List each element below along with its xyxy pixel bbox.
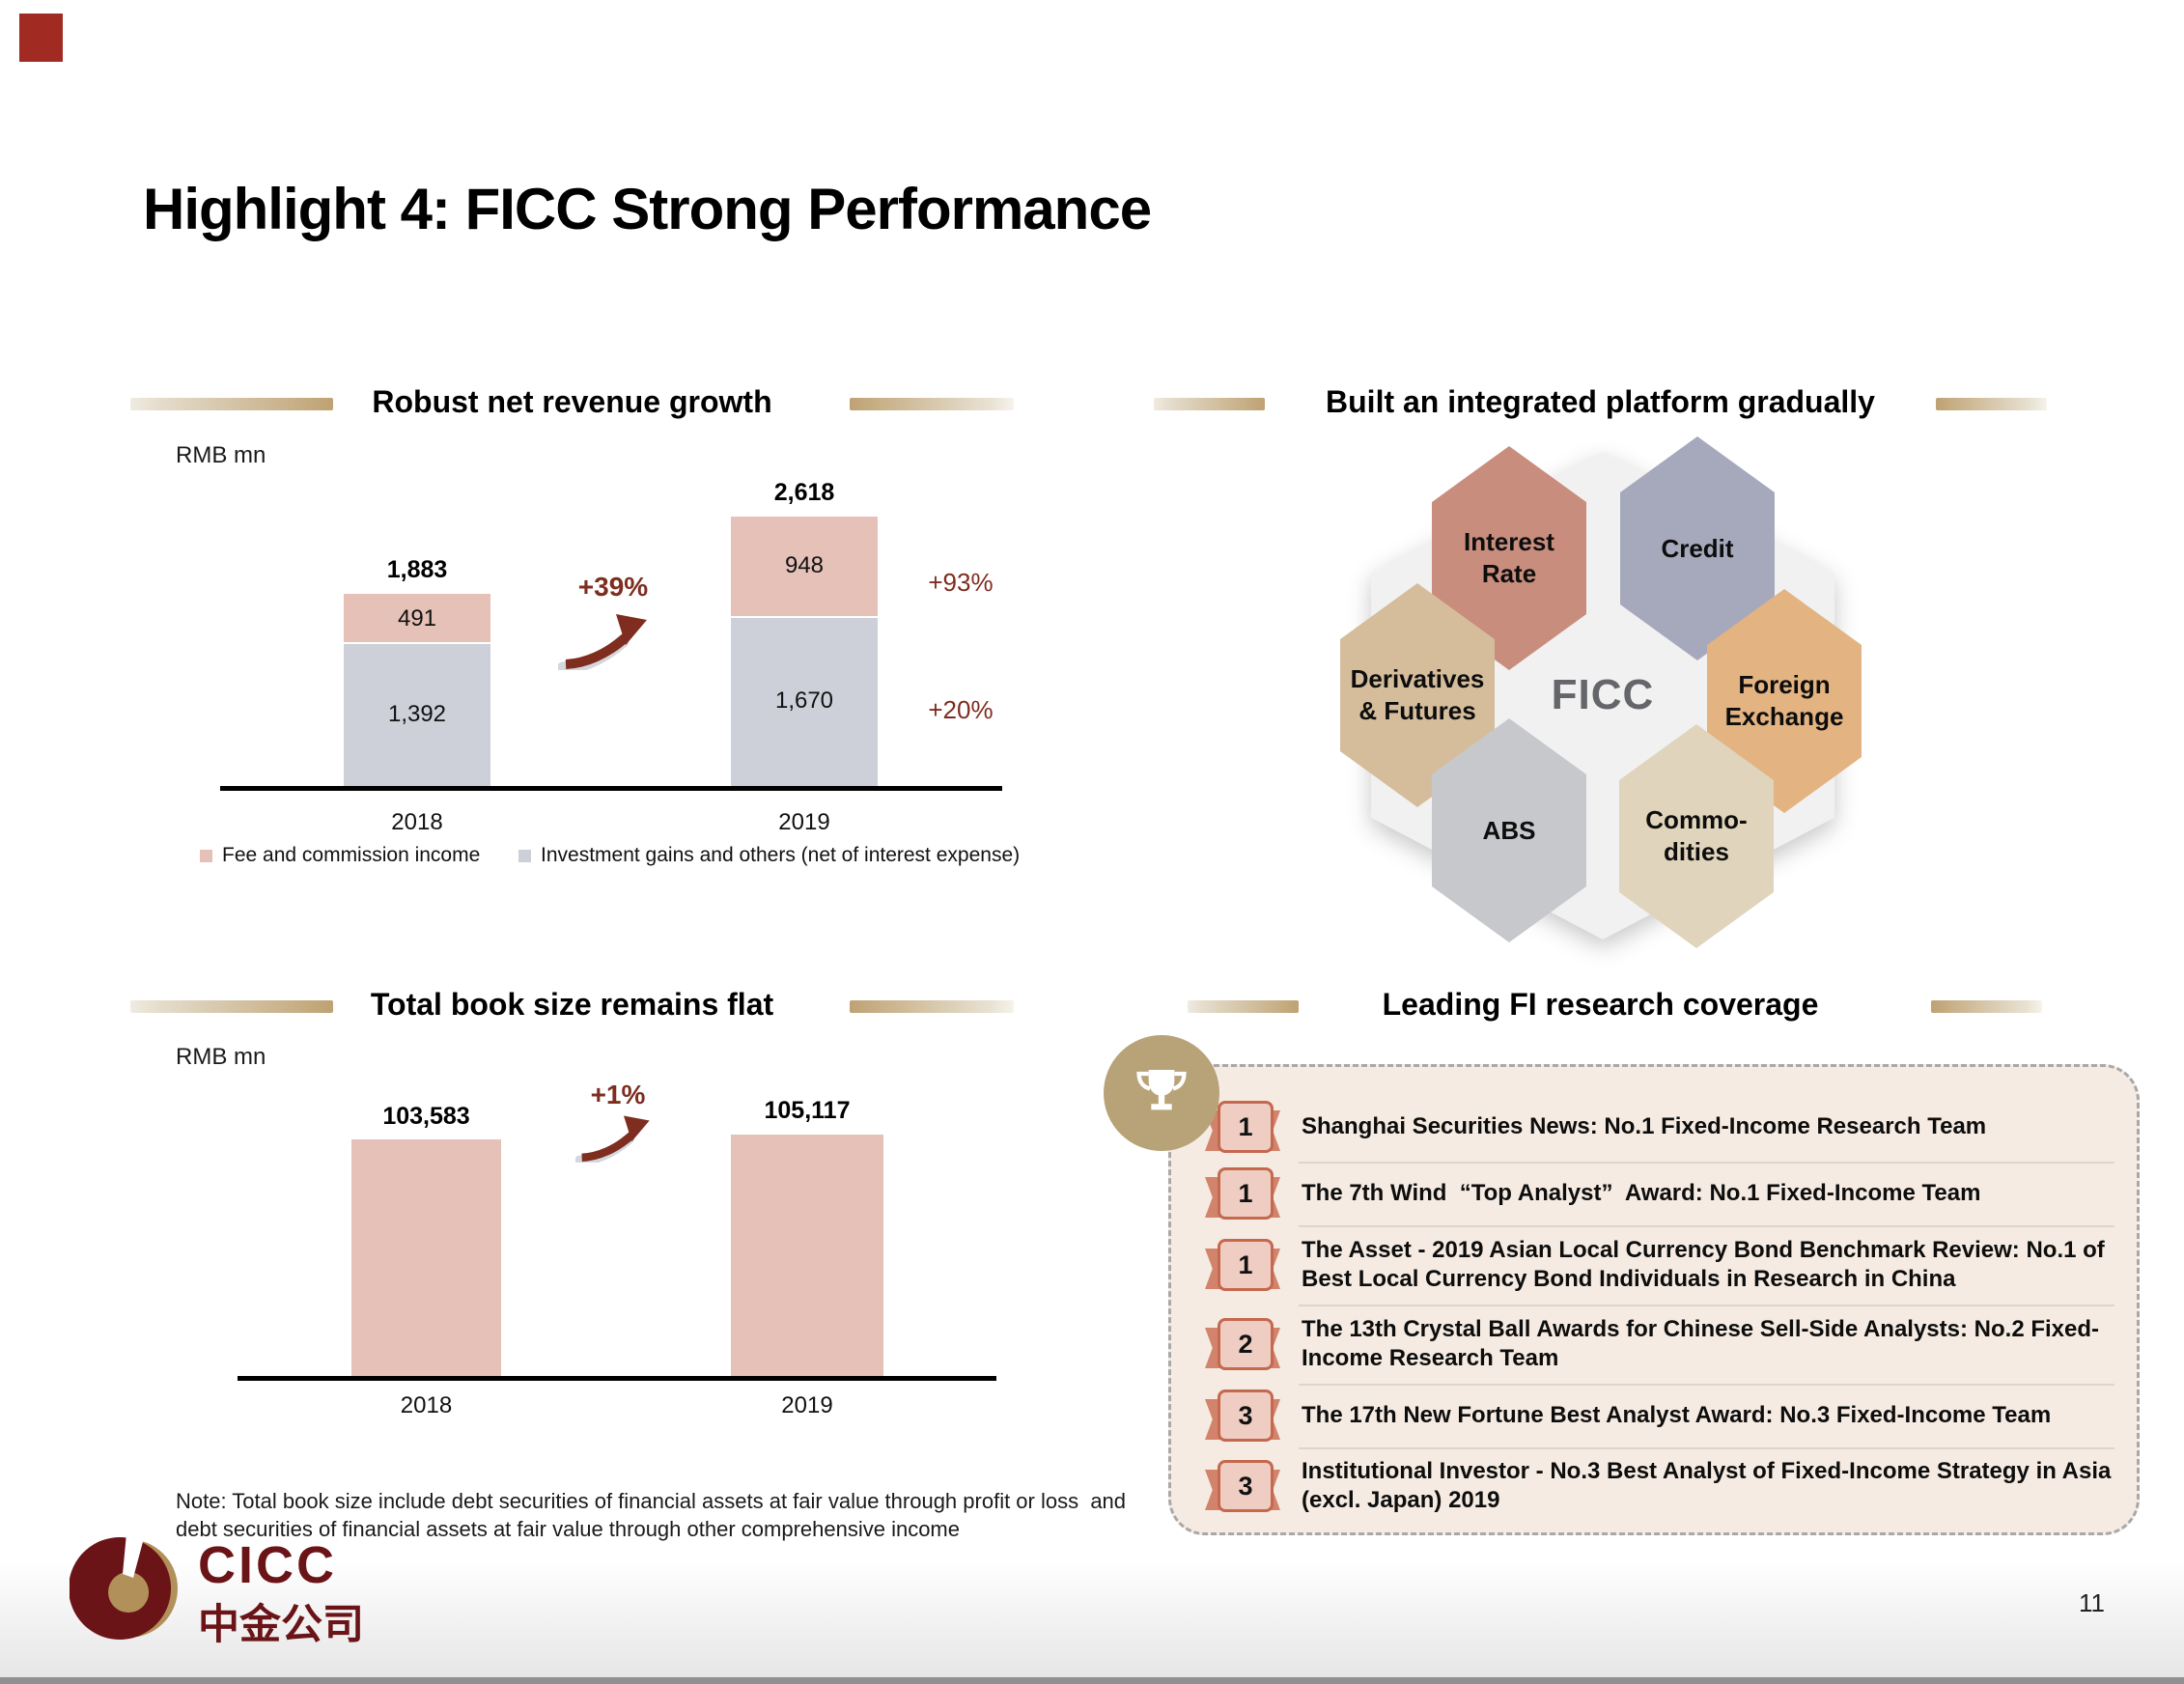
booksize-note: Note: Total book size include debt secur… [176,1489,1133,1541]
booksize-value-2019: 105,117 [764,1097,851,1124]
separator-bar [1188,1000,1299,1013]
footer-gradient [0,1559,2184,1677]
bar-2018-fee [344,594,490,642]
booksize-year-2019: 2019 [781,1392,833,1418]
platform-section-title: Built an integrated platform gradually [1326,384,1875,419]
booksize-x-axis [238,1376,996,1381]
bar-booksize-2019 [731,1135,883,1376]
revenue-year-2018: 2018 [391,809,443,835]
revenue-investment-growth: +20% [928,695,994,724]
research-section-title: Leading FI research coverage [1382,987,1819,1022]
row-divider [1299,1447,2114,1449]
revenue-total-growth: +39% [577,572,649,602]
separator-bar [130,398,333,410]
award-text: The 7th Wind “Top Analyst” Award: No.1 F… [1302,1180,1981,1206]
row-divider [1299,1384,2114,1386]
award-text: Institutional Investor - No.3 Best Analy… [1302,1458,2118,1513]
bar-2018-investment [344,644,490,786]
legend-label-fee: Fee and commission income [222,844,481,866]
row-divider [1299,1305,2114,1306]
rank-ribbon-icon: 2 [1205,1313,1280,1375]
award-rank: 1 [1218,1167,1274,1220]
award-row: 2 The 13th Crystal Ball Awards for Chine… [1205,1305,2127,1384]
revenue-year-2019: 2019 [778,809,830,835]
award-text: The Asset - 2019 Asian Local Currency Bo… [1302,1237,2112,1292]
bar-2019-fee [731,517,878,616]
rank-ribbon-icon: 1 [1205,1234,1280,1296]
separator-bar [850,1000,1014,1013]
legend-item-investment: Investment gains and others (net of inte… [518,844,1020,867]
revenue-total-2018: 1,883 [386,556,448,583]
booksize-value-2018: 103,583 [382,1103,470,1130]
revenue-unit-label: RMB mn [176,442,266,468]
row-divider [1299,1225,2114,1227]
trophy-icon [1136,1070,1187,1110]
separator-bar [850,398,1014,410]
revenue-investment-2019: 1,670 [774,688,834,714]
award-text: Shanghai Securities News: No.1 Fixed-Inc… [1302,1113,1987,1139]
rank-ribbon-icon: 3 [1205,1385,1280,1446]
award-text: The 17th New Fortune Best Analyst Award:… [1302,1402,2052,1428]
separator-bar [130,1000,333,1013]
booksize-unit-label: RMB mn [176,1044,266,1070]
ficc-center-label: FICC [1551,671,1655,718]
booksize-growth: +1% [590,1080,646,1109]
revenue-fee-2018: 491 [397,605,437,632]
bar-2019-investment [731,618,878,786]
awards-panel [1168,1064,2140,1535]
award-rank: 1 [1218,1239,1274,1291]
trophy-badge [1104,1035,1219,1151]
revenue-investment-2018: 1,392 [387,701,447,727]
award-row: 1 The 7th Wind “Top Analyst” Award: No.1… [1205,1162,2127,1225]
legend-item-fee: Fee and commission income [200,844,480,867]
award-rank: 1 [1218,1101,1274,1153]
page-number: 11 [2079,1588,2105,1617]
row-divider [1299,1162,2114,1164]
rank-ribbon-icon: 1 [1205,1163,1280,1224]
legend-swatch-fee [200,849,212,862]
footer-border-line [0,1677,2184,1684]
rank-ribbon-icon: 1 [1205,1096,1280,1158]
award-row: 1 The Asset - 2019 Asian Local Currency … [1205,1225,2127,1305]
growth-arrow-icon [575,1115,650,1163]
award-rank: 3 [1218,1460,1274,1512]
legend-swatch-investment [518,849,531,862]
bar-booksize-2018 [351,1139,501,1376]
separator-bar [1936,398,2047,410]
logo-brand-text-cn: 中金公司 [198,1602,364,1648]
separator-bar [1154,398,1265,410]
award-rank: 2 [1218,1318,1274,1370]
revenue-total-2019: 2,618 [773,479,835,506]
revenue-x-axis [220,786,1002,791]
award-row: 3 Institutional Investor - No.3 Best Ana… [1205,1447,2127,1525]
page-title: Highlight 4: FICC Strong Performance [143,177,1152,241]
cicc-logo-mark [70,1533,178,1640]
growth-arrow-icon [558,614,647,670]
logo-brand-text: CICC [198,1536,337,1594]
revenue-fee-growth: +93% [928,568,994,597]
award-text: The 13th Crystal Ball Awards for Chinese… [1302,1316,2100,1371]
booksize-section-title: Total book size remains flat [370,987,774,1022]
separator-bar [1931,1000,2042,1013]
revenue-section-title: Robust net revenue growth [372,384,772,419]
award-row: 3 The 17th New Fortune Best Analyst Awar… [1205,1384,2127,1447]
revenue-fee-2019: 948 [784,552,825,578]
award-rank: 3 [1218,1389,1274,1442]
rank-ribbon-icon: 3 [1205,1455,1280,1517]
award-row: 1 Shanghai Securities News: No.1 Fixed-I… [1205,1092,2127,1162]
legend-label-investment: Investment gains and others (net of inte… [541,844,1021,866]
booksize-year-2018: 2018 [400,1392,453,1418]
corner-marker [19,14,63,62]
